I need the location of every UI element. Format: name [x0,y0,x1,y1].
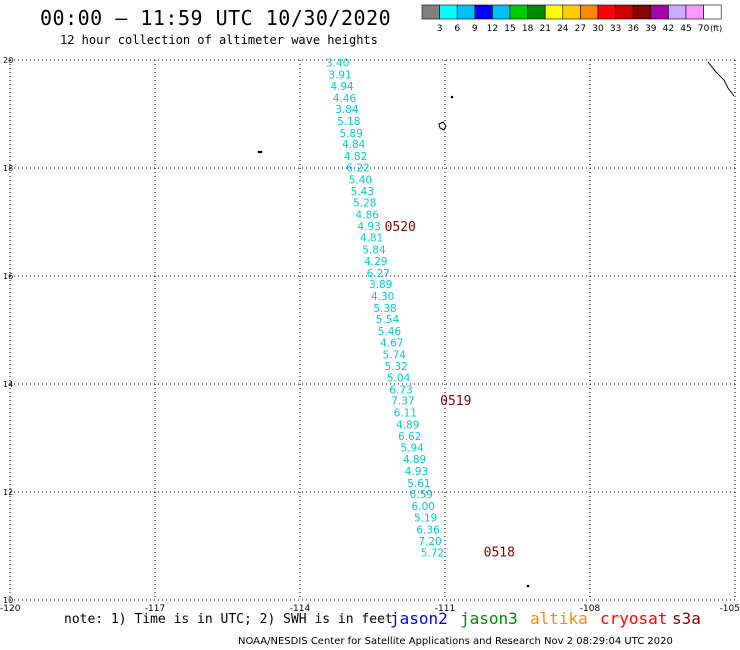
wave-height-value: 5.38 [373,303,396,315]
wave-height-value: 4.93 [405,466,428,478]
color-legend-label: 33 [610,24,621,34]
coastline [257,61,735,588]
wave-height-value: 5.72 [421,547,444,559]
satellite-legend-item: jason2 [390,609,448,628]
wave-height-value: 7.37 [391,396,414,408]
note-text: note: 1) Time is in UTC; 2) SWH is in fe… [64,612,393,627]
satellite-legend-item: altika [530,609,588,628]
color-legend-label: 12 [487,24,498,34]
wave-height-value: 3.40 [326,58,349,70]
wave-height-value: 4.93 [357,221,380,233]
lon-tick-label: -108 [580,604,601,614]
wave-height-value: 6.36 [416,524,440,536]
map-grid [9,59,736,601]
satellite-legend-item: s3a [672,609,701,628]
wave-height-value: 6.00 [412,501,435,513]
wave-height-value: 4.86 [355,209,379,221]
wave-height-value: 4.29 [364,256,387,268]
wave-height-value: 6.11 [394,408,417,420]
wave-height-value: 5.04 [387,373,411,385]
color-legend-label: 27 [575,24,586,34]
wave-height-value: 5.94 [400,443,424,455]
wave-height-value: 6.62 [398,431,421,443]
lon-tick-label: -105 [720,604,740,614]
lat-tick-label: 16 [3,272,13,281]
color-legend-label: 39 [645,24,657,34]
wave-height-value: 4.46 [333,93,357,105]
chart-subtitle: 12 hour collection of altimeter wave hei… [60,33,378,47]
color-legend-label: 21 [539,24,550,34]
wave-height-value: 6.73 [389,384,412,396]
island-shape [438,121,447,131]
wave-height-value: 4.67 [380,337,403,349]
color-legend-label: 70 [698,24,710,34]
wave-height-value: 5.61 [407,478,430,490]
lat-tick-label: 14 [3,380,13,389]
wave-height-value: 5.84 [362,245,386,257]
coastline-segment [707,61,735,97]
axis-labels: -120 -117 -114 -111 -108 -105 20 18 16 14 12 10 [0,56,740,614]
color-legend-label: 30 [592,24,604,34]
wave-height-value: 4.89 [403,454,426,466]
island-dot [526,584,530,588]
lat-tick-label: 18 [3,164,13,173]
color-legend-unit: (ft) [710,24,722,33]
altimeter-track: 3.403.914.944.463.845.185.894.844.826.22… [326,58,444,560]
satellite-legend-item: cryosat [600,609,668,628]
pass-time-label: 0519 [440,394,471,409]
wave-height-value: 5.28 [353,198,376,210]
wave-height-value: 5.89 [340,128,363,140]
wave-height-value: 5.74 [383,349,407,361]
wave-height-value: 5.19 [414,512,437,524]
color-legend-label: 6 [454,24,460,34]
chart-title: 00:00 – 11:59 UTC 10/30/2020 [40,6,392,30]
pass-time-label: 0518 [484,545,515,560]
wave-height-value: 3.89 [369,279,392,291]
lat-tick-label: 12 [3,488,13,497]
wave-height-value: 5.18 [337,116,360,128]
wave-height-value: 4.84 [342,139,366,151]
color-legend-label: 9 [472,24,478,34]
color-legend: 3 6 9 12 15 18 21 24 27 30 33 36 39 42 45 70 (ft) [421,4,722,34]
lat-tick-label: 10 [3,596,13,605]
wave-height-value: 4.30 [371,291,394,303]
color-legend-label: 18 [522,24,534,34]
wave-height-value: 6.27 [367,268,390,280]
wave-height-value: 5.46 [378,326,402,338]
lat-tick-label: 20 [3,56,13,65]
wave-height-value: 5.32 [384,361,407,373]
wave-height-value: 4.94 [330,81,354,93]
color-swatch [703,4,722,20]
color-legend-label: 24 [557,24,569,34]
wave-height-value: 6.59 [410,489,433,501]
color-legend-label: 15 [504,24,515,34]
wave-height-value: 4.89 [396,420,419,432]
lon-tick-label: -114 [290,604,311,614]
island-dot [450,95,454,99]
wave-height-value: 4.81 [360,233,383,245]
footer-credit: NOAA/NESDIS Center for Satellite Applica… [238,636,673,647]
wave-height-value: 4.82 [344,151,367,163]
wave-height-value: 3.84 [335,104,359,116]
wave-height-value: 3.91 [328,70,351,82]
wave-height-value: 7.20 [418,536,441,548]
satellite-legend-item: jason3 [460,609,518,628]
color-legend-label: 3 [437,24,443,34]
time-labels: 0520 0519 0518 [385,220,515,561]
pass-time-label: 0520 [385,220,416,235]
island-dot [257,150,263,154]
lon-tick-label: -120 [0,604,21,614]
wave-height-value: 5.43 [351,186,374,198]
lon-tick-label: -117 [145,604,165,614]
wave-height-value: 5.54 [376,314,400,326]
color-legend-label: 36 [627,24,639,34]
wave-height-value: 5.40 [349,174,372,186]
wave-height-value: 6.22 [346,162,369,174]
color-legend-label: 42 [663,24,674,34]
color-legend-label: 45 [680,24,691,34]
lon-tick-label: -111 [435,604,455,614]
